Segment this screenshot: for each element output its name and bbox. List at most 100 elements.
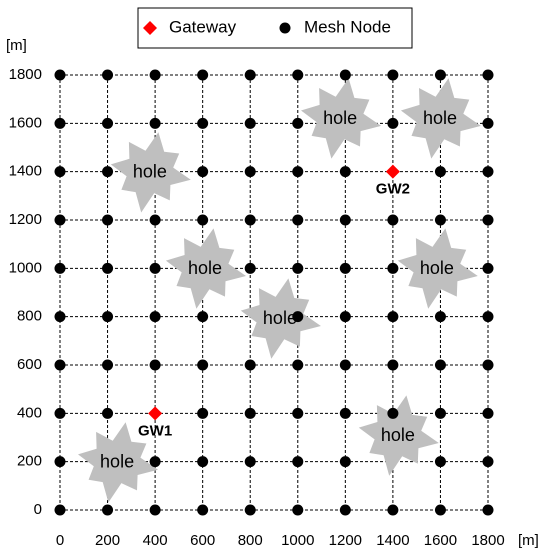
mesh-node (54, 407, 66, 419)
mesh-node (387, 504, 399, 516)
mesh-node (244, 456, 256, 468)
legend-marker (279, 22, 291, 34)
mesh-node (197, 456, 209, 468)
mesh-node (482, 117, 494, 129)
mesh-node (244, 69, 256, 81)
mesh-node (339, 359, 351, 371)
mesh-node (149, 359, 161, 371)
y-tick-label: 400 (17, 404, 42, 421)
mesh-node (482, 359, 494, 371)
mesh-node (387, 117, 399, 129)
gateway-marker (385, 164, 400, 179)
hole-label: hole (188, 258, 222, 278)
mesh-node (102, 166, 114, 178)
mesh-node (149, 504, 161, 516)
hole-label: hole (423, 108, 457, 128)
mesh-node (102, 214, 114, 226)
mesh-node (339, 214, 351, 226)
y-tick-label: 1000 (9, 259, 42, 276)
mesh-node (434, 504, 446, 516)
mesh-node (434, 166, 446, 178)
mesh-node (292, 504, 304, 516)
x-tick-label: 1400 (376, 532, 409, 549)
x-tick-label: 600 (190, 532, 215, 549)
mesh-node (54, 214, 66, 226)
mesh-node (292, 262, 304, 274)
hole (240, 278, 321, 359)
mesh-node (339, 311, 351, 323)
mesh-node (197, 214, 209, 226)
mesh-node (149, 214, 161, 226)
gateway-label: GW1 (138, 422, 172, 439)
gateway-marker (148, 406, 163, 421)
mesh-node (482, 504, 494, 516)
mesh-node (54, 311, 66, 323)
mesh-node (54, 262, 66, 274)
mesh-node (54, 166, 66, 178)
mesh-node (482, 166, 494, 178)
mesh-node (387, 311, 399, 323)
mesh-node (292, 214, 304, 226)
hole (165, 228, 246, 309)
mesh-node (244, 117, 256, 129)
x-tick-label: 1200 (329, 532, 362, 549)
mesh-node (102, 117, 114, 129)
mesh-node (292, 311, 304, 323)
mesh-node (434, 359, 446, 371)
mesh-node (292, 69, 304, 81)
mesh-node (149, 262, 161, 274)
mesh-node (387, 359, 399, 371)
mesh-node (149, 311, 161, 323)
hole (110, 132, 191, 213)
mesh-node (244, 166, 256, 178)
mesh-node (197, 166, 209, 178)
mesh-node (54, 504, 66, 516)
mesh-node (339, 407, 351, 419)
y-tick-label: 800 (17, 308, 42, 325)
mesh-node (244, 504, 256, 516)
mesh-node (54, 359, 66, 371)
y-tick-label: 600 (17, 356, 42, 373)
mesh-node (434, 456, 446, 468)
mesh-node (434, 214, 446, 226)
mesh-node (292, 456, 304, 468)
mesh-node (292, 166, 304, 178)
mesh-node (482, 69, 494, 81)
x-tick-label: 1600 (424, 532, 457, 549)
mesh-node (102, 311, 114, 323)
mesh-node (54, 456, 66, 468)
mesh-node (434, 69, 446, 81)
mesh-node (292, 407, 304, 419)
mesh-node (149, 69, 161, 81)
legend-label: Gateway (169, 17, 237, 36)
hole-label: hole (133, 162, 167, 182)
hole (397, 228, 478, 309)
mesh-node (197, 311, 209, 323)
mesh-node (244, 407, 256, 419)
mesh-node (197, 69, 209, 81)
hole (78, 422, 158, 503)
y-tick-label: 1200 (9, 211, 42, 228)
legend-label: Mesh Node (304, 17, 391, 36)
hole (301, 78, 382, 159)
mesh-node (149, 456, 161, 468)
y-tick-label: 1800 (9, 66, 42, 83)
mesh-node (387, 214, 399, 226)
mesh-node (482, 407, 494, 419)
mesh-node (482, 456, 494, 468)
x-axis-label: [m] (518, 532, 539, 549)
hole-label: hole (420, 258, 454, 278)
mesh-node (54, 117, 66, 129)
mesh-node (197, 504, 209, 516)
mesh-node (339, 504, 351, 516)
mesh-node (54, 69, 66, 81)
hole-label: hole (381, 425, 415, 445)
hole-label: hole (263, 308, 297, 328)
mesh-node (434, 311, 446, 323)
mesh-node (102, 359, 114, 371)
mesh-node (387, 407, 399, 419)
x-tick-label: 0 (56, 532, 64, 549)
hole (358, 395, 439, 476)
mesh-node (102, 407, 114, 419)
